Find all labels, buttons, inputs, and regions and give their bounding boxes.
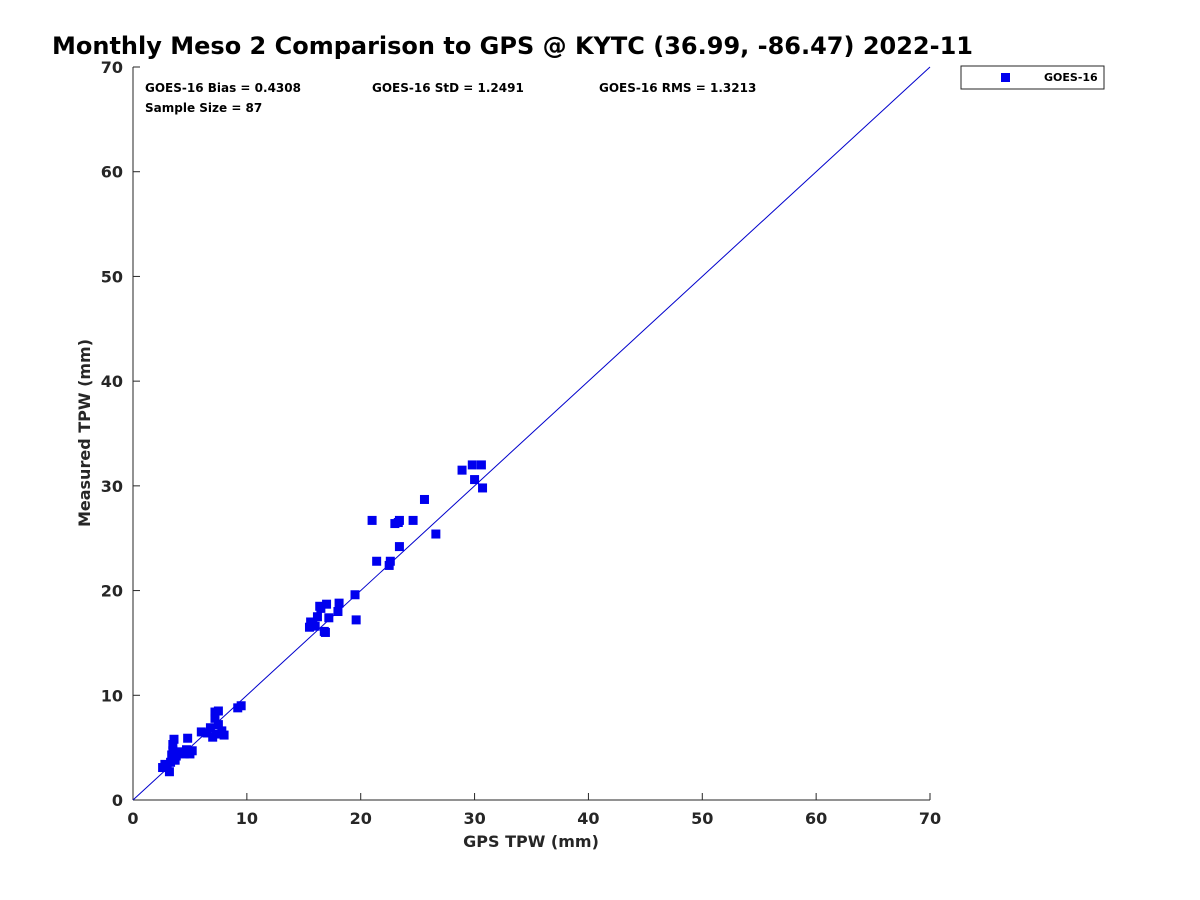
y-tick-label: 70 [101, 58, 123, 77]
data-point [210, 713, 220, 723]
y-tick-label: 20 [101, 582, 123, 601]
data-point [408, 515, 418, 525]
data-point [211, 729, 221, 739]
x-axis-label: GPS TPW (mm) [463, 832, 599, 851]
data-point [431, 529, 441, 539]
data-point [385, 556, 395, 566]
y-tick-label: 60 [101, 163, 123, 182]
data-point [312, 612, 322, 622]
y-tick-label: 10 [101, 686, 123, 705]
chart-title: Monthly Meso 2 Comparison to GPS @ KYTC … [52, 32, 973, 60]
data-point [164, 767, 174, 777]
y-tick-label: 50 [101, 267, 123, 286]
one-to-one-reference-line [132, 66, 931, 801]
x-tick-label: 60 [805, 809, 827, 828]
sample-size-stat: Sample Size = 87 [145, 101, 262, 115]
data-point [166, 757, 176, 767]
data-point [394, 515, 404, 525]
x-tick-label: 30 [463, 809, 485, 828]
data-point [419, 494, 429, 504]
data-point [333, 607, 343, 617]
plot-area: 0 10 20 30 40 50 60 70 0 10 20 30 40 50 60 70 [101, 58, 941, 828]
data-point [205, 723, 215, 733]
legend-box [960, 65, 1105, 90]
data-point [219, 730, 229, 740]
data-point [394, 542, 404, 552]
data-point [470, 475, 480, 485]
data-point [367, 515, 377, 525]
data-point [320, 627, 330, 637]
x-tick-label: 10 [236, 809, 258, 828]
data-point [372, 556, 382, 566]
x-tick-label: 70 [919, 809, 941, 828]
data-point [351, 615, 361, 625]
legend-entry-goes16: GOES-16 [1044, 71, 1098, 84]
data-point [316, 603, 326, 613]
data-point [478, 483, 488, 493]
legend-marker-square [1001, 73, 1010, 82]
x-tick-label: 20 [350, 809, 372, 828]
data-point [168, 740, 178, 750]
y-axis-ticks: 0 10 20 30 40 50 60 70 [101, 58, 140, 810]
data-point [476, 460, 486, 470]
data-point [236, 701, 246, 711]
data-point [467, 460, 477, 470]
y-tick-label: 40 [101, 372, 123, 391]
data-point [187, 746, 197, 756]
data-point [350, 590, 360, 600]
data-point [324, 613, 334, 623]
x-axis-ticks: 0 10 20 30 40 50 60 70 [127, 793, 941, 828]
data-point [310, 621, 320, 631]
data-point [213, 706, 223, 716]
data-point [457, 465, 467, 475]
data-points [158, 460, 488, 777]
x-tick-label: 40 [577, 809, 599, 828]
rms-stat: GOES-16 RMS = 1.3213 [599, 81, 756, 95]
y-axis-label: Measured TPW (mm) [75, 339, 94, 527]
data-point [183, 733, 193, 743]
data-point [322, 599, 332, 609]
bias-stat: GOES-16 Bias = 0.4308 [145, 81, 301, 95]
std-stat: GOES-16 StD = 1.2491 [372, 81, 524, 95]
y-tick-label: 30 [101, 477, 123, 496]
legend: GOES-16 [960, 65, 1105, 90]
data-point [334, 598, 344, 608]
data-point [213, 720, 223, 730]
data-point [202, 728, 212, 738]
x-tick-label: 0 [127, 809, 138, 828]
y-tick-label: 0 [112, 791, 123, 810]
x-tick-label: 50 [691, 809, 713, 828]
data-point [196, 727, 206, 737]
data-point [169, 734, 179, 744]
data-point [168, 746, 178, 756]
